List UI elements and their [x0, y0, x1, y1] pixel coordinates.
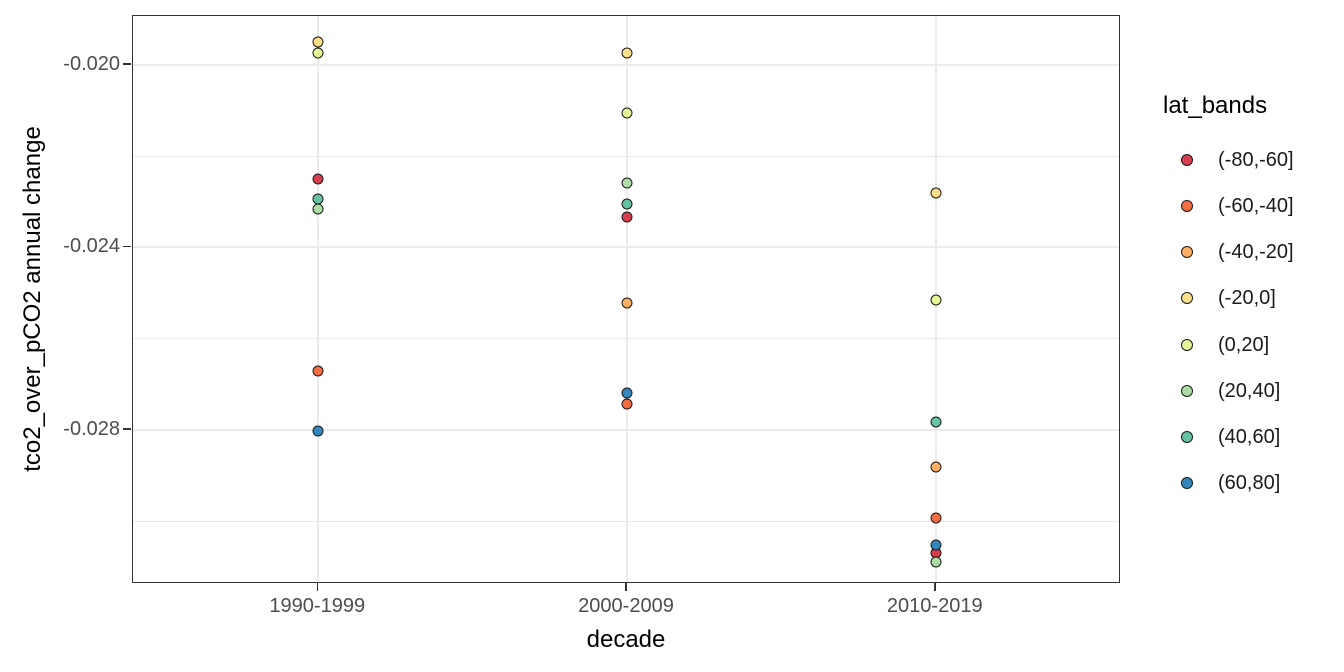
x-axis-title: decade — [586, 626, 666, 653]
data-point — [930, 556, 942, 568]
legend-key-dot — [1181, 246, 1193, 259]
data-point — [930, 416, 942, 428]
legend-item-label: (20,40] — [1218, 379, 1281, 402]
data-point — [312, 47, 324, 59]
legend-item: (-20,0] — [1181, 275, 1276, 321]
data-point — [621, 398, 633, 410]
y-tick-label: -0.028 — [63, 417, 120, 440]
data-point — [621, 107, 633, 119]
data-point — [312, 365, 324, 377]
data-point — [930, 294, 942, 306]
legend-item: (0,20] — [1181, 322, 1269, 368]
data-point — [930, 539, 942, 551]
y-axis-title: tco2_over_pCO2 annual change — [19, 126, 46, 472]
data-point — [621, 177, 633, 189]
x-tick — [625, 583, 627, 591]
legend-key-dot — [1181, 477, 1193, 490]
data-point — [312, 173, 324, 185]
plot-panel — [132, 15, 1120, 583]
legend-item: (60,80] — [1181, 460, 1280, 506]
data-point — [312, 193, 324, 205]
legend-item-label: (40,60] — [1218, 425, 1281, 448]
legend-item-label: (-20,0] — [1218, 287, 1276, 310]
data-point — [621, 211, 633, 223]
legend-item: (-40,-20] — [1181, 229, 1294, 275]
legend-item: (-60,-40] — [1181, 183, 1294, 229]
x-tick-label: 1990-1999 — [269, 595, 366, 617]
data-point — [621, 297, 633, 309]
data-point — [621, 387, 633, 399]
legend-key-dot — [1181, 154, 1193, 166]
v-gridline — [317, 16, 320, 582]
data-point — [930, 187, 942, 199]
x-tick-label: 2010-2019 — [886, 595, 983, 617]
x-tick — [934, 583, 936, 591]
legend-key-dot — [1181, 430, 1193, 443]
plot-area — [133, 16, 1119, 582]
legend-item: (40,60] — [1181, 414, 1280, 460]
legend-key-dot — [1181, 384, 1193, 397]
data-point — [621, 198, 633, 209]
y-tick-label: -0.024 — [63, 235, 120, 258]
legend-item-label: (-60,-40] — [1218, 195, 1294, 218]
legend-item-label: (60,80] — [1218, 472, 1281, 495]
x-tick-label: 2000-2009 — [578, 595, 674, 617]
x-tick — [316, 583, 318, 591]
y-tick — [123, 245, 131, 248]
y-tick-label: -0.020 — [63, 52, 120, 75]
data-point — [312, 203, 324, 215]
y-tick — [123, 428, 131, 430]
data-point — [312, 36, 324, 48]
legend-key-dot — [1181, 200, 1193, 213]
legend-item-label: (0,20] — [1218, 333, 1270, 356]
legend-key-dot — [1181, 338, 1193, 351]
data-point — [930, 461, 942, 473]
legend-key-dot — [1181, 292, 1193, 305]
legend-title: lat_bands — [1163, 92, 1268, 119]
legend-item: (-80,-60] — [1181, 137, 1294, 183]
data-point — [930, 512, 942, 524]
data-point — [312, 425, 324, 437]
data-point — [621, 47, 633, 59]
y-tick — [123, 63, 131, 65]
legend-item: (20,40] — [1181, 368, 1280, 414]
legend-item-label: (-80,-60] — [1218, 149, 1294, 171]
legend-item-label: (-40,-20] — [1218, 241, 1294, 264]
